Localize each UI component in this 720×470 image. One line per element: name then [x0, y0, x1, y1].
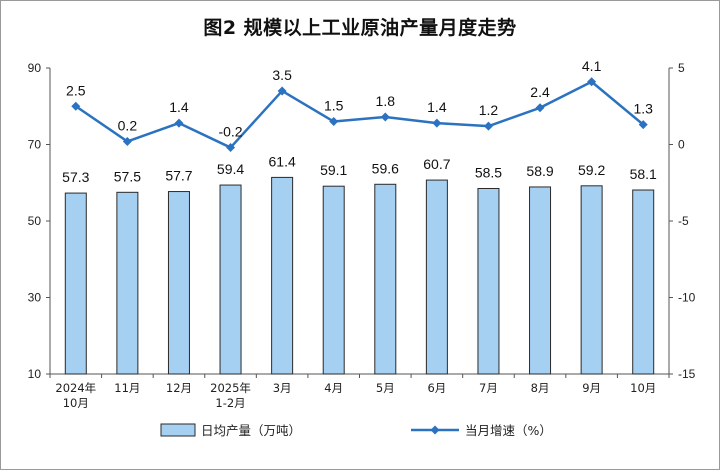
x-tick-label: 2025年: [210, 381, 251, 395]
bar: [219, 184, 242, 375]
bar-value-label: 60.7: [423, 156, 450, 172]
bar: [271, 176, 294, 375]
x-tick-label: 3月: [273, 381, 292, 395]
line-point: [329, 117, 339, 127]
bar: [116, 191, 139, 375]
x-tick-label: 4月: [324, 381, 343, 395]
line-point: [432, 118, 442, 128]
line-point: [174, 118, 184, 128]
line-value-label: 1.2: [479, 102, 499, 118]
right-tick-label: 5: [678, 61, 685, 75]
bar: [632, 189, 655, 375]
bar-value-label: 59.2: [578, 162, 605, 178]
line-value-label: 1.8: [376, 93, 396, 109]
legend-line-label: 当月增速（%）: [465, 423, 552, 438]
x-tick-label: 12月: [166, 381, 192, 395]
bar-value-label: 57.5: [114, 168, 141, 184]
x-tick-label: 2024年: [55, 381, 96, 395]
x-tick-label: 9月: [582, 381, 601, 395]
left-tick-label: 30: [28, 291, 42, 305]
line-series: [71, 77, 648, 153]
line-value-label: 3.5: [272, 67, 292, 83]
bar-value-label: 59.4: [217, 161, 244, 177]
bar: [580, 185, 603, 375]
data-labels: 57.3 57.5 57.7 59.4 61.4 59.1 59.6 60.7 58.5 58.9…: [62, 58, 657, 185]
chart-title: 图2 规模以上工业原油产量月度走势: [203, 17, 517, 39]
x-tick-label: 8月: [531, 381, 550, 395]
legend: 日均产量（万吨） 当月增速（%）: [160, 423, 552, 438]
line-point: [638, 120, 648, 130]
left-tick-label: 50: [28, 214, 42, 228]
bar: [425, 179, 448, 375]
line-value-label: 2.4: [530, 84, 550, 100]
bar: [64, 192, 87, 375]
bar: [322, 185, 345, 375]
legend-bar-swatch: [160, 423, 196, 437]
bar-value-label: 58.1: [630, 166, 657, 182]
bar: [167, 191, 190, 375]
line-point: [122, 136, 132, 146]
x-tick-label: 10月: [630, 381, 656, 395]
bar-value-label: 58.9: [526, 163, 553, 179]
line-point: [71, 101, 81, 111]
legend-line-marker: [430, 425, 440, 435]
line-value-label: 1.4: [427, 99, 447, 115]
left-tick-label: 10: [28, 367, 42, 381]
line-value-label: 1.4: [169, 99, 189, 115]
left-tick-label: 70: [28, 138, 42, 152]
x-tick-label: 1-2月: [215, 396, 245, 410]
line-point: [483, 121, 493, 131]
right-tick-label: -5: [678, 214, 689, 228]
line-value-label: 1.5: [324, 98, 344, 114]
bar-value-label: 57.3: [62, 169, 89, 185]
line-point: [587, 77, 597, 87]
bar: [477, 187, 500, 375]
bar-value-label: 61.4: [269, 153, 296, 169]
x-tick-label: 10月: [63, 396, 89, 410]
x-tick-label: 11月: [114, 381, 140, 395]
growth-line: [75, 80, 645, 149]
bar-value-label: 59.6: [372, 160, 399, 176]
x-tick-label: 5月: [376, 381, 395, 395]
line-value-label: -0.2: [218, 124, 242, 140]
left-tick-label: 90: [28, 61, 42, 75]
line-value-label: 2.5: [66, 82, 86, 98]
line-value-label: 0.2: [118, 117, 138, 133]
line-point: [277, 86, 287, 96]
bar-value-label: 57.7: [165, 168, 192, 184]
right-tick-label: -10: [678, 291, 696, 305]
bar-value-label: 59.1: [320, 162, 347, 178]
bar: [374, 183, 397, 375]
right-tick-label: -15: [678, 367, 696, 381]
line-value-label: 1.3: [633, 101, 653, 117]
line-value-label: 4.1: [582, 58, 602, 74]
legend-bar-label: 日均产量（万吨）: [201, 423, 301, 438]
bars: [64, 176, 655, 375]
line-point: [380, 112, 390, 122]
x-tick-label: 6月: [427, 381, 446, 395]
x-tick-label: 7月: [479, 381, 498, 395]
bar-value-label: 58.5: [475, 164, 502, 180]
bar: [529, 186, 552, 375]
line-point: [535, 103, 545, 113]
line-point: [226, 143, 236, 153]
right-tick-label: 0: [678, 138, 685, 152]
